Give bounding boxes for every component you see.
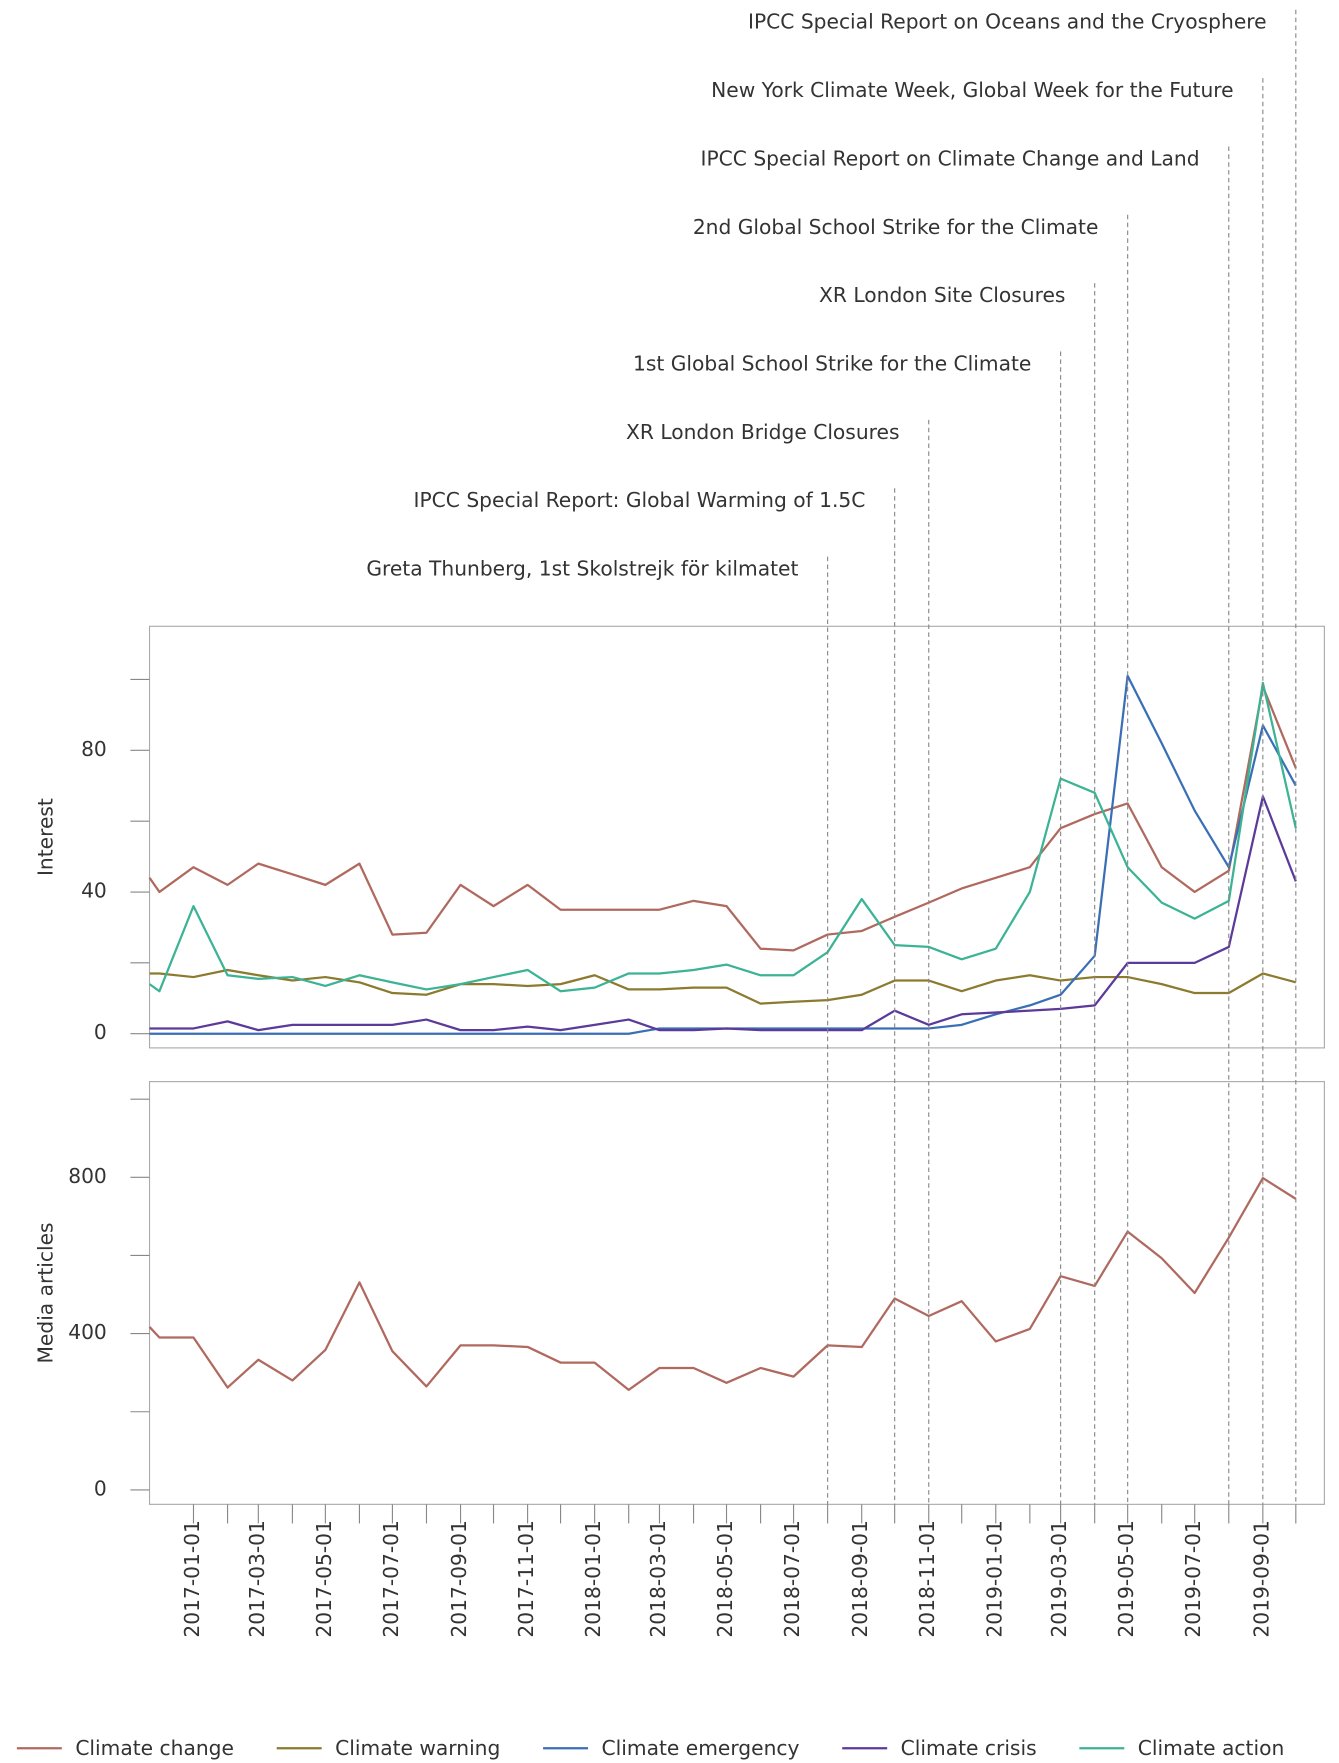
x-tick-label: 2017-03-01 [245,1520,269,1638]
legend-label: Climate emergency [602,1736,800,1760]
x-tick-label: 2019-09-01 [1249,1520,1273,1638]
y-tick-label: 80 [81,737,107,761]
event-label: Greta Thunberg, 1st Skolstrejk för kilma… [366,557,798,581]
x-tick-label: 2017-09-01 [447,1520,471,1638]
x-tick-label: 2018-01-01 [581,1520,605,1638]
x-tick-label: 2019-01-01 [982,1520,1006,1638]
legend-label: Climate change [75,1736,234,1760]
event-label: IPCC Special Report on Climate Change an… [701,146,1200,170]
x-tick-label: 2018-03-01 [646,1520,670,1638]
legend-label: Climate crisis [901,1736,1037,1760]
series-line [148,681,1297,993]
series-line [148,1176,1297,1392]
series-line [148,685,1297,952]
event-label: XR London Bridge Closures [626,420,900,444]
event-label: New York Climate Week, Global Week for t… [711,78,1233,102]
event-label: IPCC Special Report: Global Warming of 1… [414,488,866,512]
panel-frame [148,625,1325,1049]
x-tick-label: 2017-11-01 [514,1520,538,1638]
x-tick-label: 2019-05-01 [1114,1520,1138,1638]
x-tick-label: 2017-05-01 [312,1520,336,1638]
event-label: 1st Global School Strike for the Climate [633,352,1031,376]
x-tick-label: 2018-07-01 [780,1520,804,1638]
y-tick-label: 400 [68,1320,107,1344]
x-tick-label: 2019-07-01 [1181,1520,1205,1638]
y-tick-label: 800 [68,1164,107,1188]
x-tick-label: 2017-01-01 [180,1520,204,1638]
y-tick-label: 0 [94,1476,107,1500]
x-tick-label: 2018-11-01 [915,1520,939,1638]
panel-frame [148,1081,1325,1505]
series-line [149,795,1297,1032]
x-tick-label: 2019-03-01 [1047,1520,1071,1638]
y-tick-label: 0 [94,1020,107,1044]
y-axis-label: Media articles [34,1222,58,1363]
series-line [149,674,1297,1035]
event-label: 2nd Global School Strike for the Climate [693,215,1099,239]
event-label: IPCC Special Report on Oceans and the Cr… [748,10,1267,34]
y-tick-label: 40 [81,879,107,903]
event-label: XR London Site Closures [819,283,1065,307]
x-tick-label: 2018-09-01 [848,1520,872,1638]
legend-label: Climate warning [335,1736,500,1760]
series-line [149,968,1297,1005]
y-axis-label: Interest [34,798,58,876]
x-tick-label: 2018-05-01 [713,1520,737,1638]
legend-label: Climate action [1138,1736,1284,1760]
x-tick-label: 2017-07-01 [379,1520,403,1638]
